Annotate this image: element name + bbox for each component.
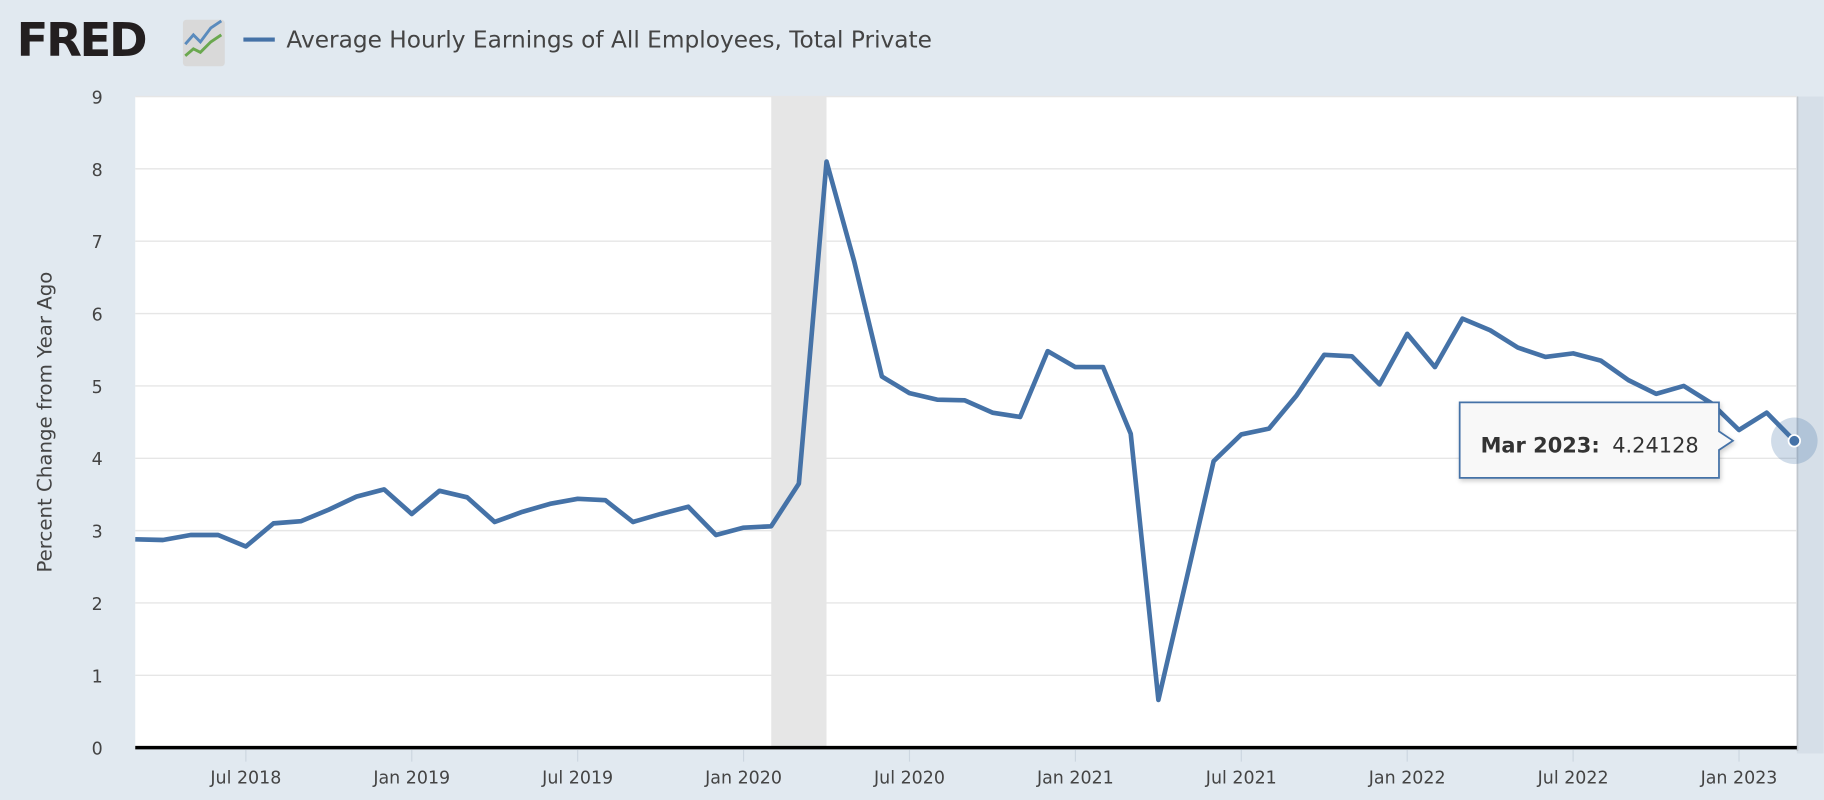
x-tick-label: Jul 2022: [1537, 769, 1609, 789]
x-tick-label: Jan 2019: [372, 769, 450, 789]
fred-logo-text: FRED: [17, 13, 146, 67]
x-tick-label: Jul 2019: [541, 769, 613, 789]
y-tick-label: 5: [92, 378, 103, 398]
logo-chart-icon: [182, 19, 225, 67]
series-line[interactable]: [135, 159, 1796, 703]
x-tick-label: Jan 2020: [704, 769, 782, 789]
y-tick-label: 0: [92, 740, 103, 760]
tooltip: Mar 2023: 4.24128: [1458, 401, 1735, 479]
x-tick-label: Jul 2020: [873, 769, 945, 789]
tooltip-value: 4.24128: [1612, 433, 1699, 457]
svg-text:Mar 2023: 4.24128: Mar 2023: 4.24128: [1481, 433, 1699, 457]
recession-shading: [771, 96, 827, 748]
series-title[interactable]: Average Hourly Earnings of All Employees…: [286, 27, 932, 54]
x-tick-label: Jan 2022: [1368, 769, 1446, 789]
y-tick-label: 6: [92, 306, 103, 326]
fred-logo[interactable]: FRED: [17, 13, 225, 67]
y-tick-label: 9: [92, 88, 103, 108]
y-tick-label: 1: [92, 667, 103, 687]
y-tick-label: 8: [92, 161, 103, 181]
x-tick-label: Jan 2021: [1036, 769, 1114, 789]
y-tick-label: 4: [92, 450, 103, 470]
y-axis-label: Percent Change from Year Ago: [34, 272, 57, 573]
x-tick-label: Jul 2021: [1205, 769, 1277, 789]
y-tick-label: 2: [92, 595, 103, 615]
x-tick-label: Jan 2023: [1700, 769, 1778, 789]
right-margin-strip: [1796, 96, 1824, 754]
x-tick-label: Jul 2018: [209, 769, 281, 789]
hover-point[interactable]: [1787, 434, 1802, 448]
y-tick-label: 3: [92, 523, 103, 543]
tooltip-date: Mar 2023:: [1481, 433, 1600, 457]
y-tick-label: 7: [92, 233, 103, 253]
